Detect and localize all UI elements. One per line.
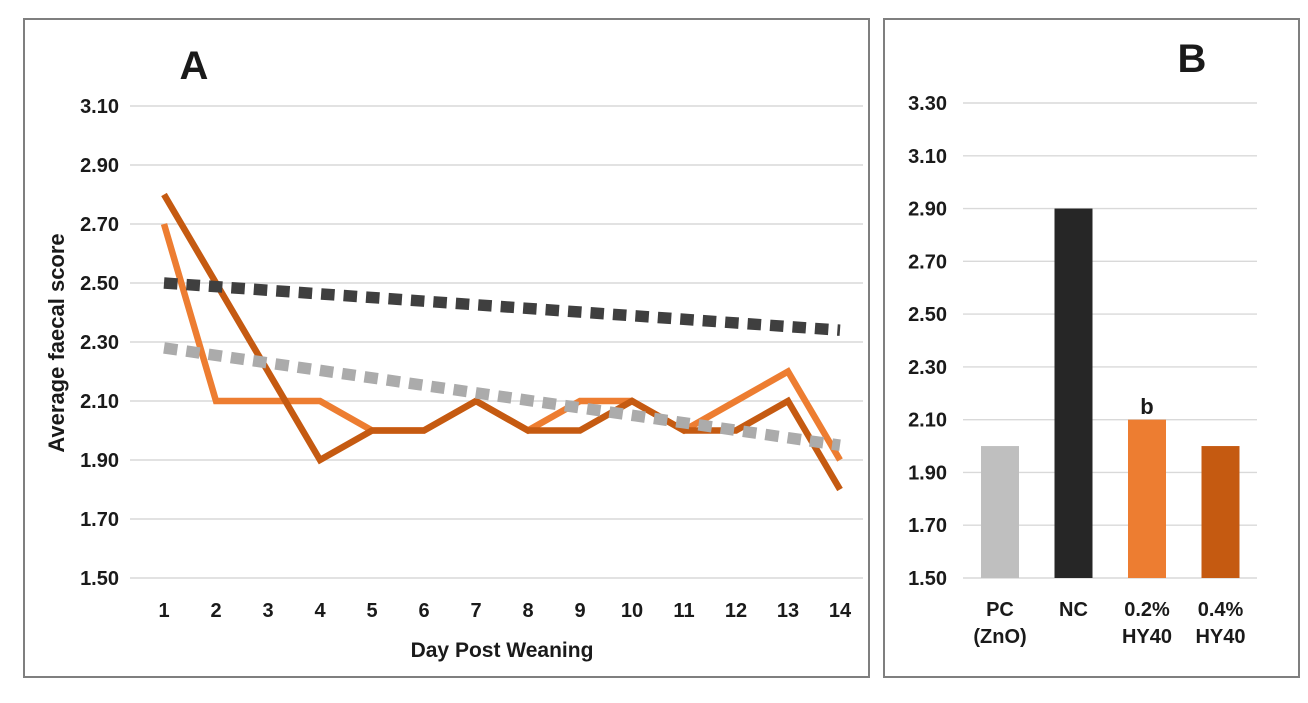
panel-a-y-tick-label: 2.50	[80, 273, 119, 295]
panel-b-y-tick-label: 2.90	[908, 199, 947, 221]
panel-a-x-tick-label: 3	[262, 600, 273, 622]
panel-a-y-tick-label: 1.90	[80, 450, 119, 472]
bar-category-label: NC	[1059, 599, 1088, 621]
trend-line-pc-zno-trend	[163, 342, 841, 451]
panel-b-y-tick-label: 2.30	[908, 357, 947, 379]
panel-a-x-tick-label: 8	[522, 600, 533, 622]
bar-pc-zno-	[981, 446, 1019, 578]
panel-a-y-tick-label: 2.90	[80, 155, 119, 177]
panel-a-x-tick-label: 9	[574, 600, 585, 622]
panel-b-y-tick-label: 2.70	[908, 251, 947, 273]
panel-b-y-tick-label: 1.90	[908, 462, 947, 484]
panel-a-x-tick-label: 6	[418, 600, 429, 622]
panel-a-y-tick-label: 1.70	[80, 509, 119, 531]
panel-b-y-tick-label: 1.50	[908, 568, 947, 590]
bar-0-2-hy40	[1128, 419, 1166, 578]
bar-category-label: HY40	[1195, 626, 1245, 648]
panel-a-x-tick-label: 11	[673, 600, 694, 622]
panel-a-x-tick-label: 12	[725, 600, 747, 622]
panel-a-x-tick-label: 13	[777, 600, 799, 622]
y-axis-title: Average faecal score	[44, 233, 69, 453]
panel-b-y-tick-label: 1.70	[908, 515, 947, 537]
bar-category-label: 0.2%	[1124, 599, 1170, 621]
panel-a-x-tick-label: 5	[366, 600, 377, 622]
bar-category-label: PC	[986, 599, 1014, 621]
bar-category-label: 0.4%	[1198, 599, 1244, 621]
panel-a-y-tick-label: 2.70	[80, 214, 119, 236]
bar-annotation: b	[1140, 394, 1153, 419]
panel-b-title: B	[1177, 37, 1207, 81]
panel-a-y-tick-label: 3.10	[80, 96, 119, 118]
panel-b-y-tick-label: 3.30	[908, 93, 947, 115]
trend-line-nc-trend	[163, 277, 841, 336]
x-axis-title: Day Post Weaning	[410, 639, 594, 662]
bar-category-label: (ZnO)	[973, 626, 1026, 648]
panel-a-title: A	[179, 44, 209, 88]
panel-a-x-tick-label: 7	[470, 600, 481, 622]
bar-nc	[1054, 208, 1093, 579]
panel-b-y-tick-label: 3.10	[908, 146, 947, 168]
panel-a-y-tick-label: 2.30	[80, 332, 119, 354]
bar-category-label: HY40	[1122, 626, 1172, 648]
panel-a-y-tick-label: 2.10	[80, 391, 119, 413]
panel-a-x-tick-label: 1	[158, 600, 169, 622]
panel-a-x-tick-label: 14	[829, 600, 852, 622]
panel-a-x-tick-label: 10	[621, 600, 643, 622]
bar-0-4-hy40	[1201, 446, 1240, 578]
panel-a-x-tick-label: 4	[314, 600, 326, 622]
panel-b-y-tick-label: 2.10	[908, 410, 947, 432]
panel-b-y-tick-label: 2.50	[908, 304, 947, 326]
panel-a-y-tick-label: 1.50	[80, 568, 119, 590]
panel-a-x-tick-label: 2	[210, 600, 221, 622]
